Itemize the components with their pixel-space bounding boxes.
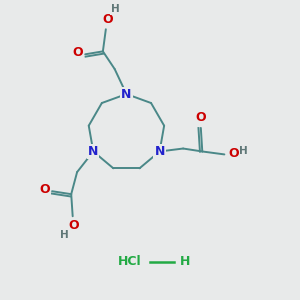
Text: N: N (154, 145, 165, 158)
Text: H: H (111, 4, 120, 14)
Text: O: O (229, 147, 239, 160)
Text: H: H (239, 146, 248, 157)
Text: O: O (69, 220, 80, 232)
Text: O: O (73, 46, 83, 59)
Text: H: H (60, 230, 69, 240)
Text: O: O (102, 14, 112, 26)
Text: N: N (121, 88, 132, 100)
Text: O: O (39, 183, 50, 196)
Text: HCl: HCl (118, 255, 141, 268)
Text: H: H (180, 255, 190, 268)
Text: O: O (196, 111, 206, 124)
Text: N: N (88, 145, 98, 158)
